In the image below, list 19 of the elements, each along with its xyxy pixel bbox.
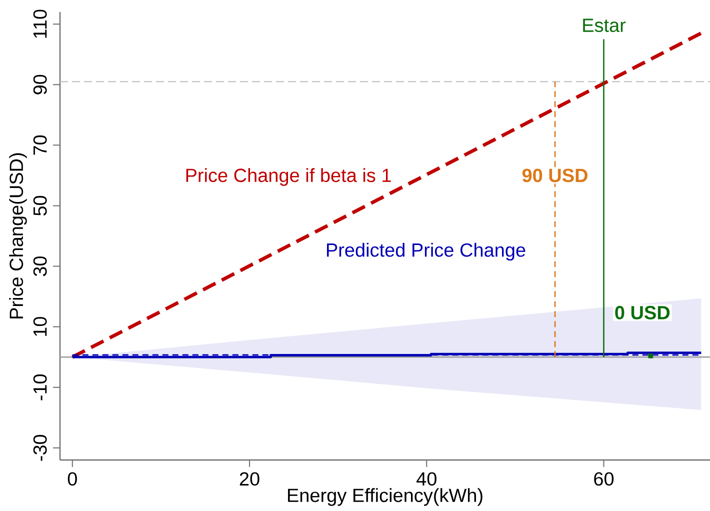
text: Predicted Price Change [326,242,526,261]
y-tick-label: 50 [33,196,47,216]
x-tick-label: 40 [416,472,436,486]
y-tick-label: 110 [33,10,47,38]
y-tick-label: 70 [33,135,47,155]
x-tick-label: 60 [594,472,614,486]
series-label: Estar [583,18,626,32]
y-tick-label: -10 [33,374,47,400]
annotation: 90 USD [522,168,588,182]
series-label: Price Change if beta is 1 [186,168,391,186]
x-axis-title: Energy Efficiency(kWh) [288,488,482,506]
y-tick-label: -30 [33,434,47,461]
x-tick-label: 20 [240,472,260,486]
y-tick-label: 90 [33,74,47,94]
annotation: 0 USD [615,306,670,320]
y-tick-label: 30 [33,256,47,276]
x-tick-label: 0 [68,472,77,486]
y-tick-label: 10 [33,316,47,336]
y-axis-title: Price Change(USD) [9,153,27,318]
